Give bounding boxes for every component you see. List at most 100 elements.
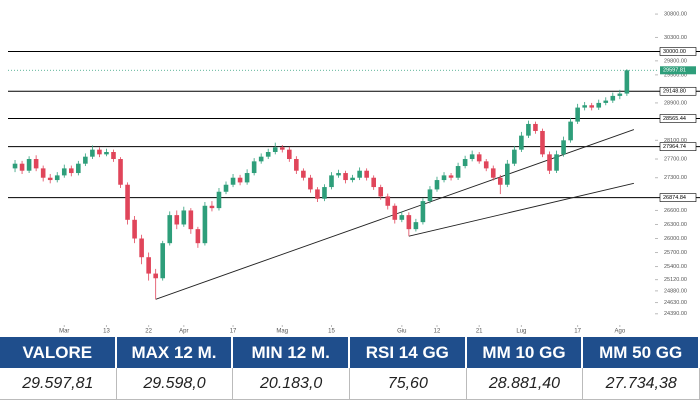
level-label-box (659, 86, 697, 96)
x-tick-label: Mar (59, 329, 69, 335)
chart: 24390.00 24630.00 24880.00 25120.00 25400.00… (8, 12, 700, 335)
candle-body (420, 201, 426, 223)
x-tick-label: 12 (434, 329, 441, 335)
candle-body (251, 161, 257, 174)
candle-body (371, 177, 376, 188)
candle-body (104, 152, 109, 155)
y-tick-label: 24630.00 (664, 300, 687, 306)
candle-body (26, 159, 32, 171)
level-label: 26874.84 (663, 195, 686, 201)
candle-body (265, 152, 271, 157)
value-cell: 20.183,0 (233, 368, 350, 400)
candle-body (554, 154, 559, 171)
candle-body (139, 238, 144, 258)
x-tick-label: 17 (574, 329, 581, 335)
candle-body (392, 205, 398, 220)
candle-body (589, 105, 595, 108)
y-tick-label: 25700.00 (664, 250, 687, 256)
x-tick-label: Mag (276, 329, 288, 335)
candle-body (497, 177, 503, 185)
y-tick-label: 27700.00 (664, 156, 687, 162)
candle-body (97, 149, 102, 155)
x-tick-label: Ago (614, 329, 625, 335)
candle-body (209, 205, 215, 209)
candle-body (181, 210, 187, 225)
candle-body (519, 135, 524, 150)
candle-body (132, 219, 137, 239)
value-cell: 27.734,38 (583, 368, 700, 400)
y-tick-label: 29500.00 (664, 72, 687, 78)
header-cell: VALORE (0, 337, 117, 368)
candle-body (19, 163, 25, 171)
candle-body (512, 149, 517, 164)
candle-body (582, 105, 587, 108)
y-tick-label: 30300.00 (664, 35, 687, 41)
candle-body (111, 152, 116, 160)
candle-body (195, 229, 201, 244)
value-cell: 28.881,40 (466, 368, 584, 400)
candle-body (533, 123, 538, 131)
candle-body (336, 173, 341, 176)
candle-body (174, 215, 180, 225)
x-tick-label: Apr (179, 329, 188, 335)
candle-body (441, 175, 447, 181)
candle-body (76, 163, 81, 174)
candle-body (343, 173, 348, 181)
x-tick-label: 13 (103, 329, 110, 335)
candle-body (406, 215, 412, 230)
candle-body (118, 159, 123, 185)
candle-body (350, 177, 355, 181)
trendline (408, 182, 635, 237)
level-label: 27964.74 (663, 144, 686, 150)
candle-body (455, 166, 461, 178)
x-tick-label: Giu (397, 329, 406, 335)
last-price-label: 29597.81 (663, 68, 686, 74)
candle-body (540, 130, 545, 155)
candle-body (237, 177, 243, 183)
y-tick-label: 26000.00 (664, 236, 687, 242)
candle-body (547, 154, 552, 171)
header-cell: MIN 12 M. (233, 337, 350, 368)
candle-body (526, 123, 531, 136)
y-tick-label: 27300.00 (664, 175, 687, 181)
level-label: 30000.00 (663, 49, 686, 55)
y-tick-label: 29800.00 (664, 58, 687, 64)
candle-body (617, 93, 623, 96)
candle-body (596, 102, 602, 108)
candle-body (272, 147, 278, 153)
candle-body (153, 273, 158, 279)
header-cell: RSI 14 GG (349, 337, 467, 368)
candle-body (322, 187, 327, 199)
candle-body (575, 107, 580, 122)
candle-body (202, 205, 208, 244)
y-tick-label: 24390.00 (664, 311, 687, 317)
candle-body (413, 222, 419, 230)
candle-body (329, 175, 334, 188)
candle-body (308, 177, 313, 190)
candle-body (47, 177, 53, 181)
candle-body (125, 184, 130, 220)
header-cell: MM 10 GG (466, 337, 584, 368)
candle-body (469, 154, 475, 160)
y-tick-label: 26600.00 (664, 208, 687, 214)
candle-body (378, 187, 384, 197)
level-label-box (659, 114, 697, 123)
x-tick-label: 17 (230, 329, 237, 335)
candle-body (568, 121, 573, 141)
candle-body (61, 168, 67, 176)
value-cell: 75,60 (349, 368, 467, 400)
candle-body (603, 100, 609, 103)
candle-body (167, 215, 173, 244)
candle-body (624, 70, 630, 94)
candle-body (476, 154, 482, 162)
y-tick-label: 25120.00 (664, 277, 687, 283)
y-tick-label: 26300.00 (664, 222, 687, 228)
last-price-box (660, 66, 696, 75)
candle-body (54, 175, 60, 181)
candle-body (427, 189, 433, 202)
candle-body (385, 196, 391, 206)
level-label-box (659, 193, 697, 202)
candle-body (90, 149, 95, 157)
candle-body (434, 180, 440, 190)
